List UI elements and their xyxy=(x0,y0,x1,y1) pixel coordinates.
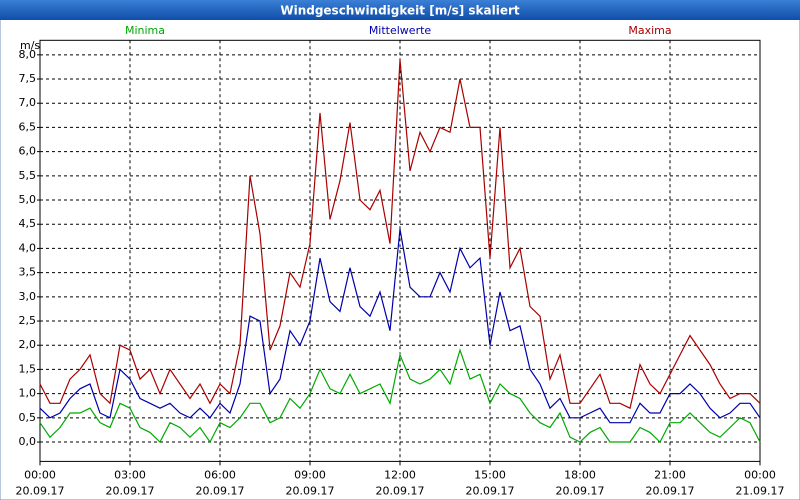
x-tick-label: 00:00 xyxy=(744,468,776,481)
data-line xyxy=(39,228,761,424)
x-tick-label: 15:00 xyxy=(474,468,506,481)
x-tick-label: 06:00 xyxy=(204,468,236,481)
x-tick-label: 12:00 xyxy=(384,468,416,481)
legend-entry: Mittelwerte xyxy=(369,24,432,37)
title-bar xyxy=(0,0,800,20)
data-line xyxy=(39,59,761,410)
x-tick-label: 20.09.17 xyxy=(466,484,515,497)
x-tick-label: 21:00 xyxy=(654,468,686,481)
y-unit: m/s xyxy=(20,39,40,52)
y-tick-label: 1,0 xyxy=(19,387,37,400)
y-tick-label: 6,0 xyxy=(19,145,37,158)
x-tick-label: 20.09.17 xyxy=(16,484,65,497)
x-tick-label: 20.09.17 xyxy=(286,484,335,497)
y-tick-label: 1,5 xyxy=(19,362,37,375)
x-tick-label: 09:00 xyxy=(294,468,326,481)
legend-entry: Minima xyxy=(125,24,165,37)
chart-title: Windgeschwindigkeit [m/s] skaliert xyxy=(280,4,520,18)
x-tick-label: 18:00 xyxy=(564,468,596,481)
x-tick-label: 00:00 xyxy=(24,468,56,481)
x-tick-label: 20.09.17 xyxy=(646,484,695,497)
x-tick-label: 03:00 xyxy=(114,468,146,481)
y-tick-label: 5,0 xyxy=(19,193,37,206)
y-tick-label: 7,5 xyxy=(19,72,37,85)
x-tick-label: 21.09.17 xyxy=(736,484,785,497)
y-tick-label: 4,0 xyxy=(19,241,37,254)
y-tick-label: 8,0 xyxy=(19,48,37,61)
data-line xyxy=(39,348,761,444)
x-tick-label: 20.09.17 xyxy=(376,484,425,497)
y-tick-label: 2,5 xyxy=(19,314,37,327)
y-tick-label: 4,5 xyxy=(19,217,37,230)
y-tick-label: 6,5 xyxy=(19,120,37,133)
y-tick-label: 5,5 xyxy=(19,169,37,182)
y-tick-label: 3,5 xyxy=(19,266,37,279)
x-tick-label: 20.09.17 xyxy=(106,484,155,497)
x-tick-label: 20.09.17 xyxy=(196,484,245,497)
y-tick-label: 0,5 xyxy=(19,411,37,424)
x-tick-label: 20.09.17 xyxy=(556,484,605,497)
y-tick-label: 3,0 xyxy=(19,290,37,303)
y-tick-label: 0,0 xyxy=(19,435,37,448)
y-tick-label: 2,0 xyxy=(19,338,37,351)
y-tick-label: 7,0 xyxy=(19,96,37,109)
legend-entry: Maxima xyxy=(628,24,671,37)
